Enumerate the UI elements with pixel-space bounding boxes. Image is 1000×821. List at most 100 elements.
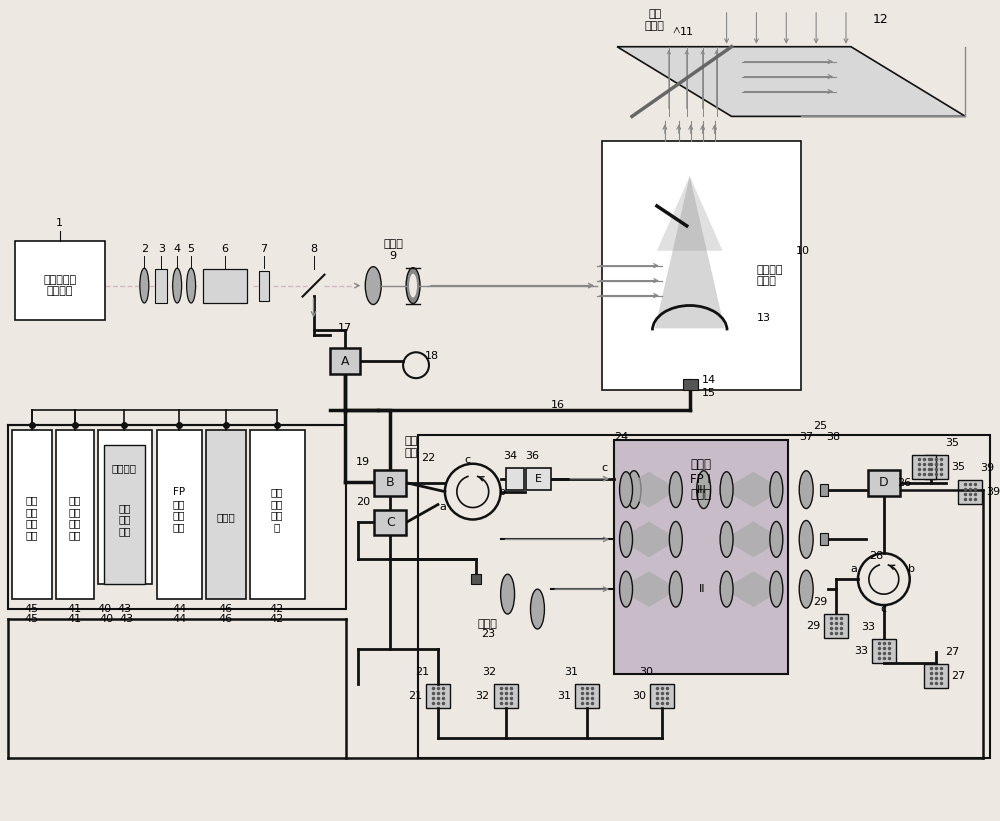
Bar	[494, 684, 518, 708]
Ellipse shape	[365, 267, 381, 305]
Bar	[374, 510, 406, 535]
Text: 41: 41	[68, 614, 82, 624]
Text: 37: 37	[799, 432, 813, 442]
Ellipse shape	[173, 268, 182, 303]
Text: a: a	[439, 502, 446, 511]
Ellipse shape	[799, 521, 813, 558]
Bar	[575, 684, 599, 708]
Text: 32: 32	[483, 667, 497, 677]
Text: 13: 13	[756, 314, 770, 323]
Bar	[15, 241, 105, 320]
Ellipse shape	[627, 470, 641, 508]
Text: 3: 3	[158, 244, 165, 254]
Text: 1: 1	[56, 218, 63, 228]
Bar	[526, 468, 551, 489]
Text: 多通
道采
集卡: 多通 道采 集卡	[118, 503, 131, 536]
Text: 29: 29	[813, 597, 827, 607]
Polygon shape	[724, 521, 783, 557]
Text: 25: 25	[813, 421, 827, 431]
Bar	[155, 268, 167, 302]
Text: 17: 17	[338, 323, 352, 333]
Text: 30: 30	[639, 667, 653, 677]
Text: b: b	[499, 487, 506, 497]
Text: 30: 30	[632, 690, 646, 700]
Text: 外腔式半导
体激光器: 外腔式半导 体激光器	[43, 275, 76, 296]
Bar	[157, 430, 202, 599]
Ellipse shape	[669, 571, 682, 607]
Bar	[824, 614, 848, 638]
Text: c: c	[465, 455, 471, 465]
Text: 11: 11	[680, 27, 694, 37]
Bar	[374, 470, 406, 496]
Ellipse shape	[669, 521, 682, 557]
Polygon shape	[724, 571, 783, 607]
Text: 扩束镜: 扩束镜	[383, 239, 403, 249]
Text: 35: 35	[946, 438, 960, 447]
Text: b: b	[908, 564, 915, 574]
Text: 39: 39	[986, 487, 1000, 497]
Text: 二维
扫描仪: 二维 扫描仪	[645, 9, 665, 30]
Bar	[602, 141, 801, 390]
Text: 21: 21	[415, 667, 429, 677]
Bar	[98, 430, 152, 585]
Text: 45: 45	[25, 604, 39, 614]
Text: 19: 19	[356, 456, 370, 467]
Text: 46: 46	[219, 614, 233, 624]
Ellipse shape	[620, 571, 633, 607]
Ellipse shape	[406, 268, 420, 304]
Text: 卡塞格林
望远镜: 卡塞格林 望远镜	[756, 265, 783, 287]
Text: 23: 23	[481, 629, 495, 639]
Text: 33: 33	[861, 622, 875, 632]
Text: 7: 7	[260, 244, 267, 254]
Bar	[250, 430, 305, 599]
Text: c: c	[601, 463, 607, 473]
Text: 42: 42	[270, 614, 284, 624]
Ellipse shape	[620, 521, 633, 557]
Text: 36: 36	[525, 451, 539, 461]
Bar	[206, 430, 246, 599]
Bar	[820, 534, 828, 545]
Bar	[650, 684, 674, 708]
Text: 光环
路器: 光环 路器	[404, 436, 418, 457]
Bar	[203, 268, 247, 302]
Text: 41: 41	[68, 604, 82, 614]
Text: 27: 27	[945, 647, 960, 657]
Text: 35: 35	[952, 461, 966, 472]
Bar	[868, 470, 900, 496]
Bar	[12, 430, 52, 599]
Text: 22: 22	[421, 452, 435, 463]
Ellipse shape	[669, 472, 682, 507]
Text: 工控机: 工控机	[217, 512, 235, 522]
Text: 18: 18	[425, 351, 439, 361]
Text: 4: 4	[174, 244, 181, 254]
Bar	[924, 455, 948, 479]
Text: 8: 8	[310, 244, 317, 254]
Ellipse shape	[720, 472, 733, 507]
Bar	[912, 455, 936, 479]
Bar	[56, 430, 94, 599]
Bar	[820, 484, 828, 496]
Bar	[614, 440, 788, 674]
Text: 42: 42	[270, 604, 284, 614]
Text: 38: 38	[826, 432, 840, 442]
Text: 16: 16	[550, 400, 564, 410]
Text: 43: 43	[117, 604, 131, 614]
Ellipse shape	[697, 470, 711, 508]
Polygon shape	[657, 177, 723, 250]
Ellipse shape	[770, 472, 783, 507]
Bar	[683, 379, 698, 390]
Text: 20: 20	[356, 497, 370, 507]
Text: 40: 40	[97, 604, 112, 614]
Text: 46: 46	[219, 604, 233, 614]
Ellipse shape	[720, 571, 733, 607]
Bar	[872, 639, 896, 663]
Text: 33: 33	[854, 646, 868, 656]
Ellipse shape	[530, 589, 544, 629]
Text: a: a	[851, 564, 857, 574]
Text: 14: 14	[702, 375, 716, 385]
Bar	[471, 574, 481, 585]
Text: D: D	[879, 476, 889, 489]
Polygon shape	[724, 472, 783, 507]
Bar	[426, 684, 450, 708]
Text: 放大
器驱
动电
源: 放大 器驱 动电 源	[270, 487, 283, 532]
